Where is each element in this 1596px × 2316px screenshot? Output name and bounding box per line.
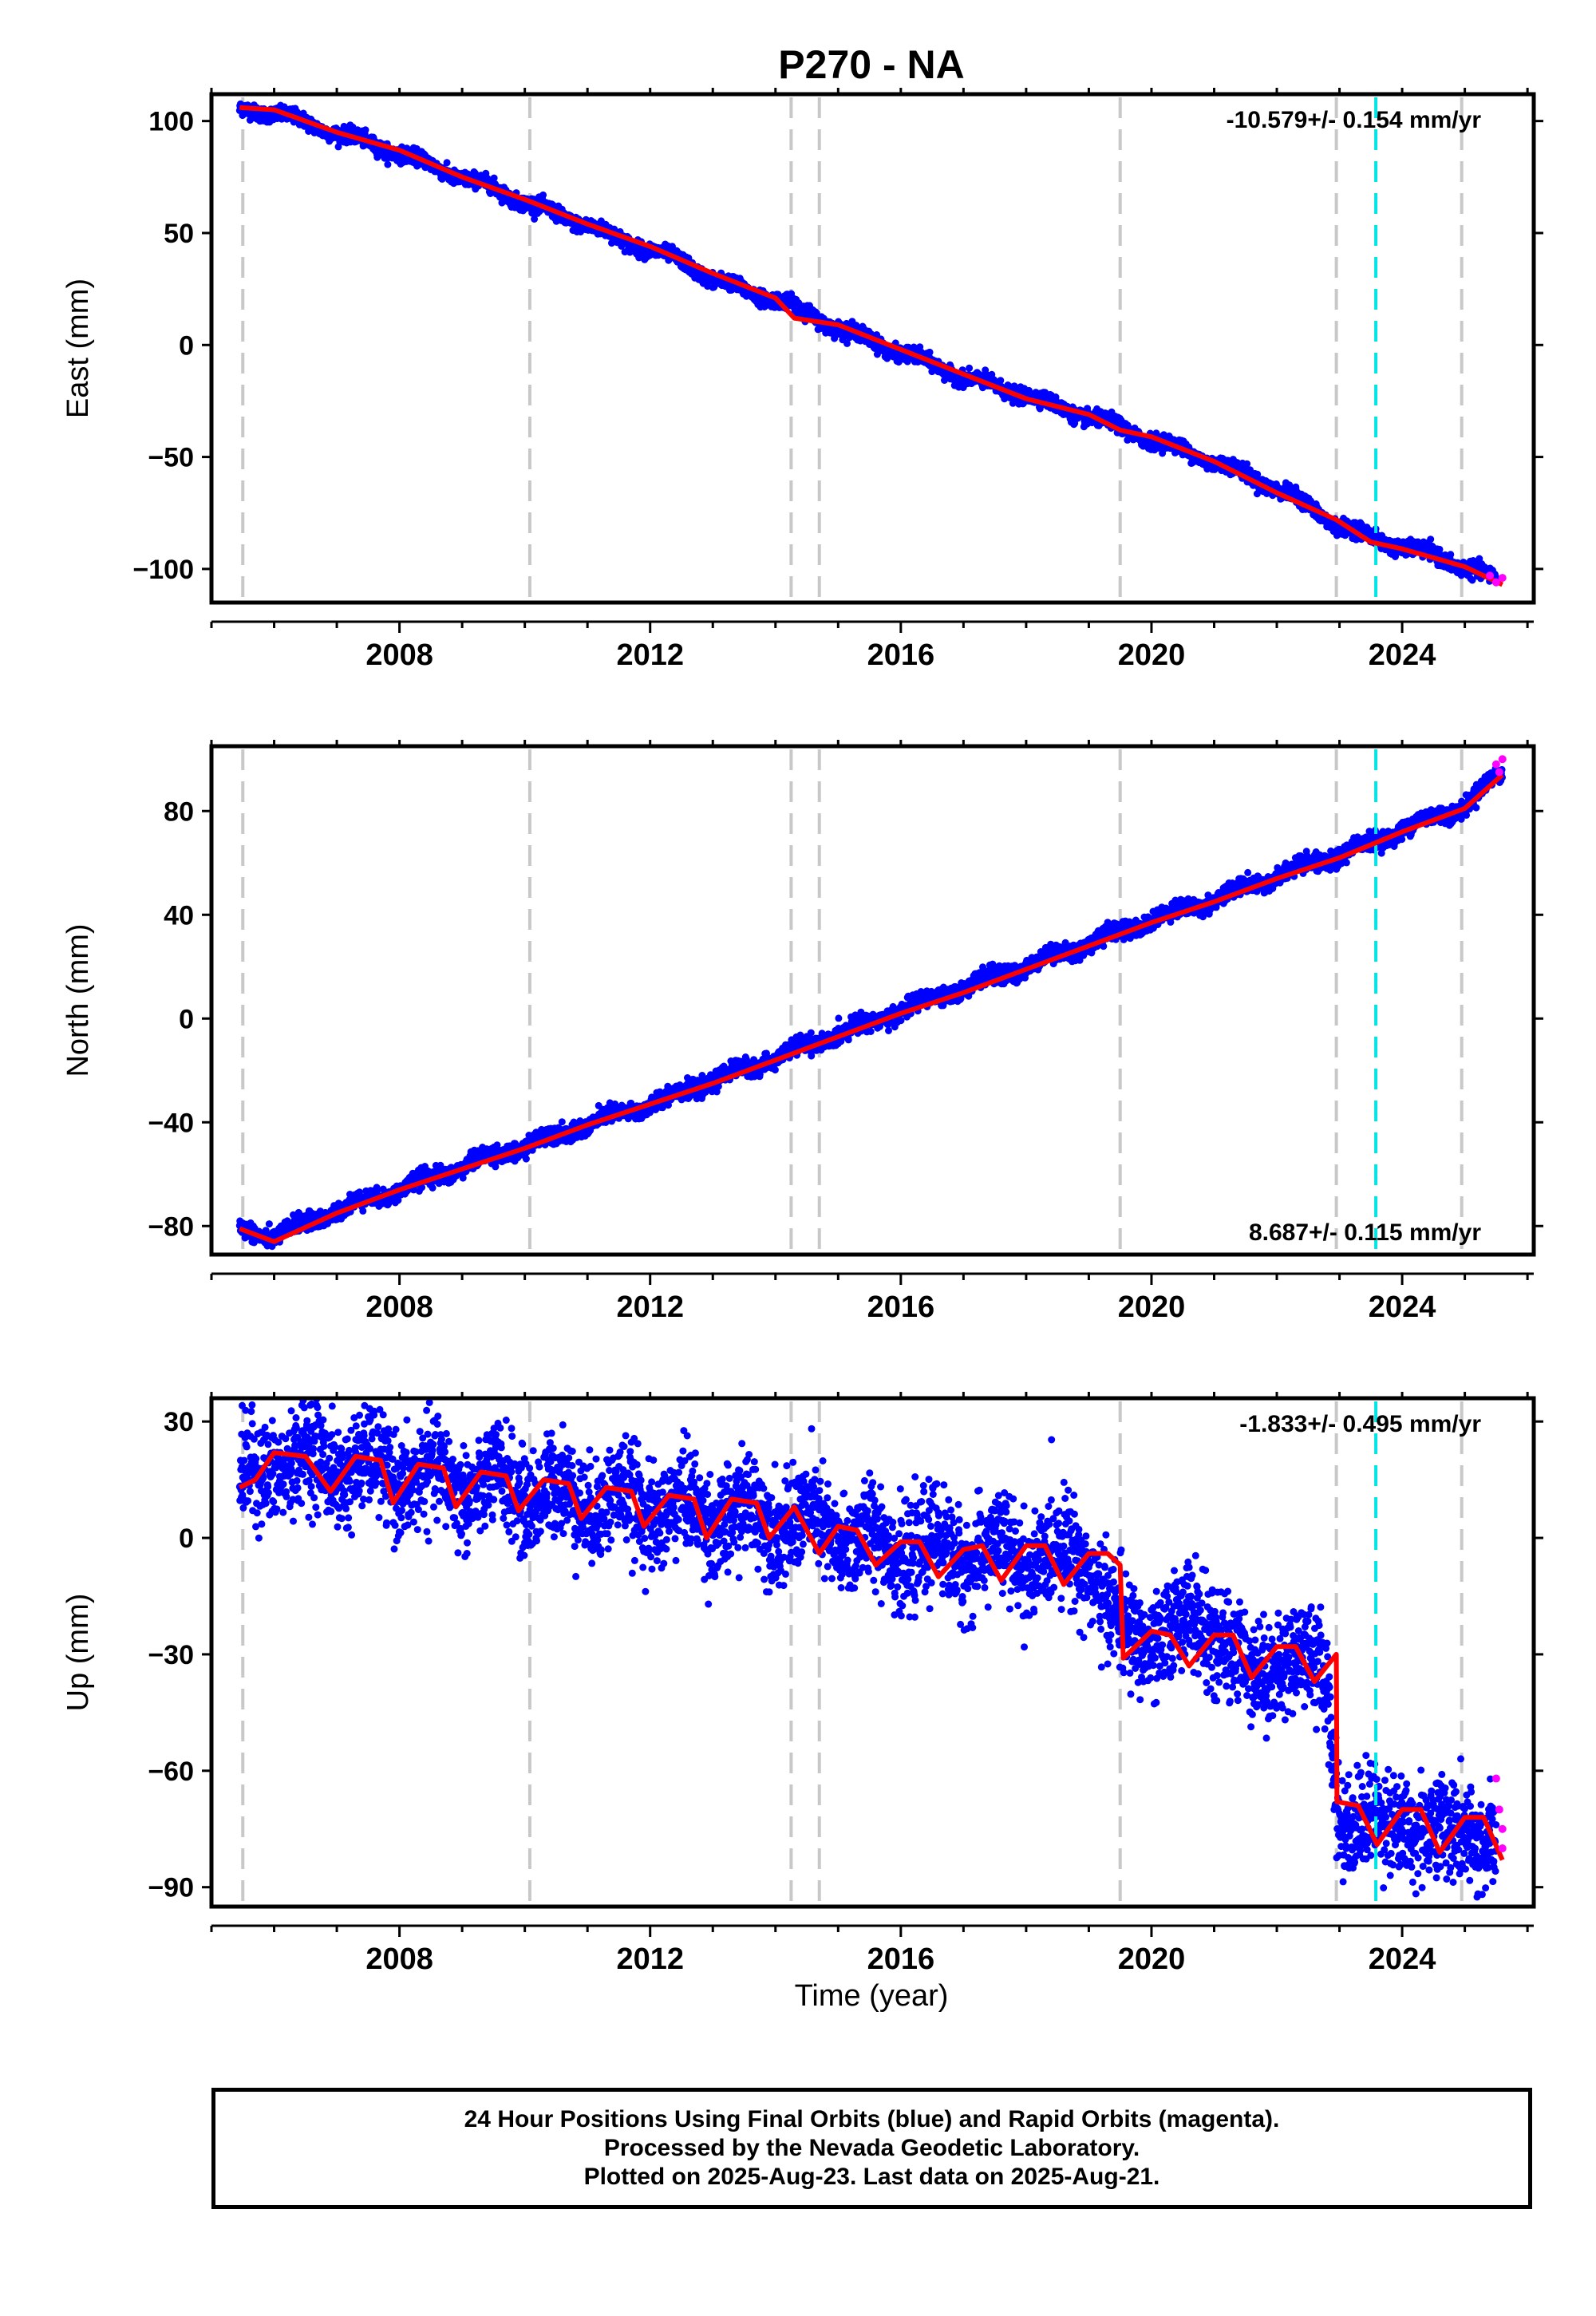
x-tick-label: 2016 <box>867 638 935 672</box>
observations-east <box>235 100 1500 585</box>
figure-title: P270 - NA <box>778 42 964 87</box>
data-point <box>1447 551 1455 559</box>
y-tick-label: −100 <box>132 555 194 585</box>
rapid-point <box>1486 571 1495 580</box>
x-tick-label: 2012 <box>616 638 684 672</box>
y-tick-label: 100 <box>148 107 194 137</box>
data-point <box>1243 460 1251 468</box>
data-point <box>490 174 498 182</box>
rate-label-east: -10.579+/- 0.154 mm/yr <box>1227 107 1482 133</box>
data-point <box>384 160 392 168</box>
data-point <box>359 1207 367 1215</box>
x-tick-label: 2008 <box>365 638 433 672</box>
data-point <box>966 364 974 372</box>
x-tick-label: 2020 <box>1118 638 1186 672</box>
y-tick-label: −50 <box>148 443 194 473</box>
data-point <box>265 1220 273 1228</box>
data-point <box>926 348 934 356</box>
data-point <box>539 191 547 199</box>
data-point <box>361 126 369 134</box>
y-tick-label: 0 <box>179 330 194 361</box>
x-tick-label: 2024 <box>1369 638 1436 672</box>
data-point <box>843 339 851 347</box>
data-point <box>1427 536 1435 543</box>
observations-north <box>235 765 1506 1251</box>
y-axis-label-east: East (mm) <box>61 279 95 418</box>
data-point <box>531 215 539 223</box>
data-point <box>443 159 451 167</box>
y-tick-label: 50 <box>164 219 194 249</box>
panel-east: 100 50 0 −50 −100 2008 2012 2016 2020 2024 East (m… <box>61 88 1543 672</box>
rapid-point <box>1498 574 1507 583</box>
